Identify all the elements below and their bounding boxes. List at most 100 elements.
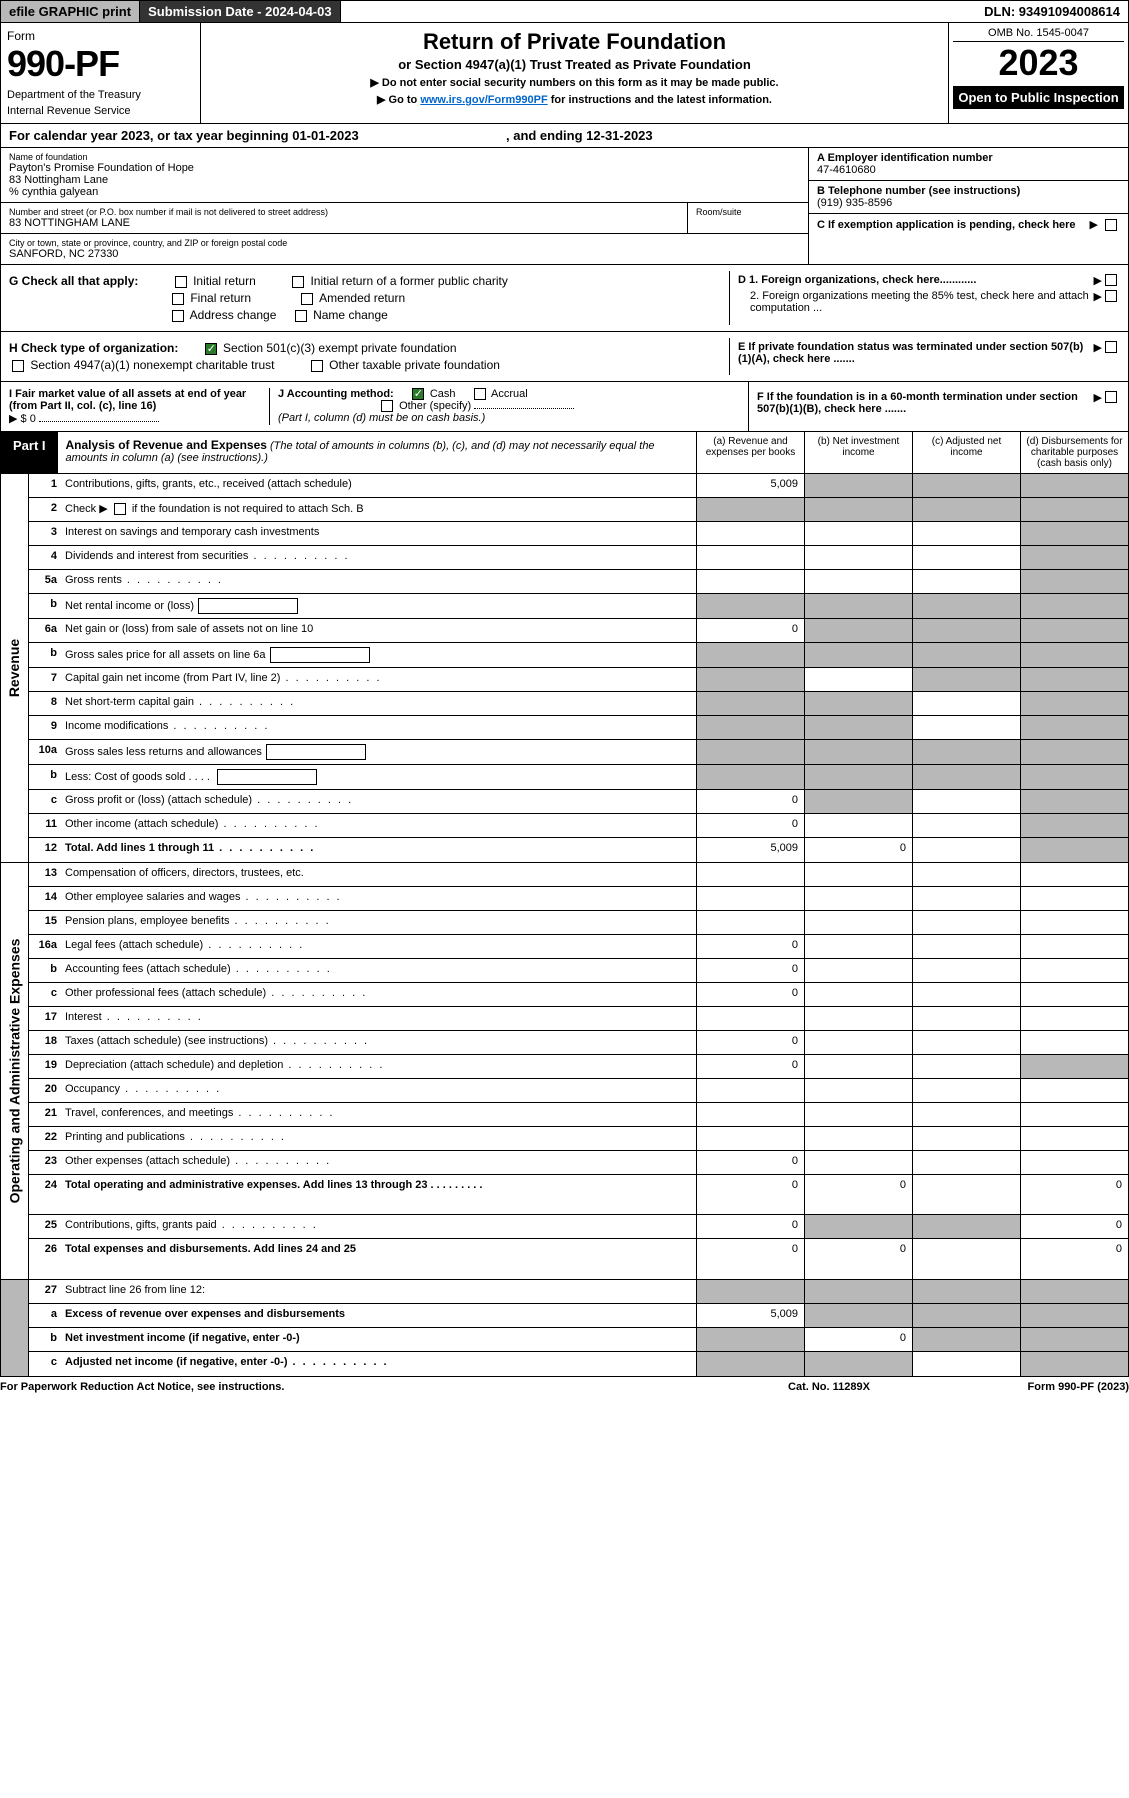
g-label: G Check all that apply: [9,274,138,288]
efile-print-button[interactable]: efile GRAPHIC print [1,1,140,22]
e-checkbox[interactable] [1105,341,1117,353]
cell-d [1020,814,1128,837]
line-desc: Total expenses and disbursements. Add li… [61,1239,696,1279]
cell-d [1020,1103,1128,1126]
d1-checkbox[interactable] [1105,274,1117,286]
line-desc: Gross profit or (loss) (attach schedule) [61,790,696,813]
j-other-checkbox[interactable] [381,400,393,412]
h-other-checkbox[interactable] [311,360,323,372]
cell-b [804,498,912,521]
cell-a: 0 [696,1055,804,1078]
f-checkbox[interactable] [1105,391,1117,403]
city-label: City or town, state or province, country… [9,238,800,248]
cell-d: 0 [1020,1175,1128,1214]
f-section: F If the foundation is in a 60-month ter… [748,382,1128,431]
line-num: 23 [29,1151,61,1174]
line-num: 13 [29,863,61,886]
cell-b [804,668,912,691]
cell-a [696,692,804,715]
cell-d [1020,546,1128,569]
cell-b: 0 [804,838,912,862]
schb-checkbox[interactable] [114,503,126,515]
line-num: 8 [29,692,61,715]
cell-c [912,863,1020,886]
cell-b [804,1352,912,1376]
cell-b [804,1280,912,1303]
cell-b [804,814,912,837]
g-initial-former-checkbox[interactable] [292,276,304,288]
line-desc: Capital gain net income (from Part IV, l… [61,668,696,691]
j-accrual: Accrual [491,388,528,400]
dept-treasury: Department of the Treasury [7,89,194,101]
cell-c [912,983,1020,1006]
line-num: 7 [29,668,61,691]
line-num: b [29,1328,61,1351]
g-address-checkbox[interactable] [172,310,184,322]
j-accrual-checkbox[interactable] [474,388,486,400]
cell-c [912,790,1020,813]
line-desc: Total. Add lines 1 through 11 [61,838,696,862]
cell-a [696,1328,804,1351]
ijf-section: I Fair market value of all assets at end… [0,382,1129,432]
line-desc: Other expenses (attach schedule) [61,1151,696,1174]
h-4947-checkbox[interactable] [12,360,24,372]
dept-irs: Internal Revenue Service [7,105,194,117]
irs-link[interactable]: www.irs.gov/Form990PF [420,94,547,106]
footer-right: Form 990-PF (2023) [929,1381,1129,1393]
line-desc: Total operating and administrative expen… [61,1175,696,1214]
cell-d [1020,959,1128,982]
header-right: OMB No. 1545-0047 2023 Open to Public In… [948,23,1128,123]
line-num: 9 [29,716,61,739]
e-section: E If private foundation status was termi… [729,338,1120,375]
room-cell: Room/suite [688,203,808,233]
cell-c [912,1280,1020,1303]
line-num: 24 [29,1175,61,1214]
j-note: (Part I, column (d) must be on cash basi… [278,412,485,424]
street-label: Number and street (or P.O. box number if… [9,207,679,217]
g-amended-checkbox[interactable] [301,293,313,305]
part1-title-bold: Analysis of Revenue and Expenses [66,438,267,452]
footer-center: Cat. No. 11289X [729,1381,929,1393]
cell-d [1020,1007,1128,1030]
h-501c3-checkbox[interactable] [205,343,217,355]
g-name-checkbox[interactable] [295,310,307,322]
cell-a: 0 [696,1151,804,1174]
i-label: I Fair market value of all assets at end… [9,388,246,412]
g-initial-checkbox[interactable] [175,276,187,288]
cell-b [804,765,912,789]
j-cash-checkbox[interactable] [412,388,424,400]
cell-a: 0 [696,1239,804,1279]
line-desc: Other professional fees (attach schedule… [61,983,696,1006]
line-desc: Interest on savings and temporary cash i… [61,522,696,545]
line-num: 15 [29,911,61,934]
footer-left: For Paperwork Reduction Act Notice, see … [0,1381,729,1393]
phone-cell: B Telephone number (see instructions) (9… [809,181,1128,214]
line-num: 19 [29,1055,61,1078]
page-footer: For Paperwork Reduction Act Notice, see … [0,1377,1129,1397]
cell-c [912,959,1020,982]
line-desc: Less: Cost of goods sold . . . . [61,765,696,789]
c-checkbox[interactable] [1105,219,1117,231]
g-final-checkbox[interactable] [172,293,184,305]
cell-a: 0 [696,1031,804,1054]
cell-c [912,814,1020,837]
cell-b [804,643,912,667]
check-section-gd: G Check all that apply: Initial return I… [0,265,1129,332]
cell-c [912,1328,1020,1351]
cell-b [804,1007,912,1030]
submission-date: Submission Date - 2024-04-03 [140,1,341,22]
line-num: 22 [29,1127,61,1150]
form-header: Form 990-PF Department of the Treasury I… [0,23,1129,124]
note-link-pre: ▶ Go to [377,94,420,106]
line-num: 27 [29,1280,61,1303]
cell-d [1020,474,1128,497]
d2-checkbox[interactable] [1105,290,1117,302]
cell-a: 0 [696,1175,804,1214]
cell-b [804,1031,912,1054]
line-num: b [29,959,61,982]
line-num: c [29,983,61,1006]
line-desc: Interest [61,1007,696,1030]
cell-d [1020,522,1128,545]
note-ssn: ▶ Do not enter social security numbers o… [211,76,938,89]
cell-b [804,570,912,593]
